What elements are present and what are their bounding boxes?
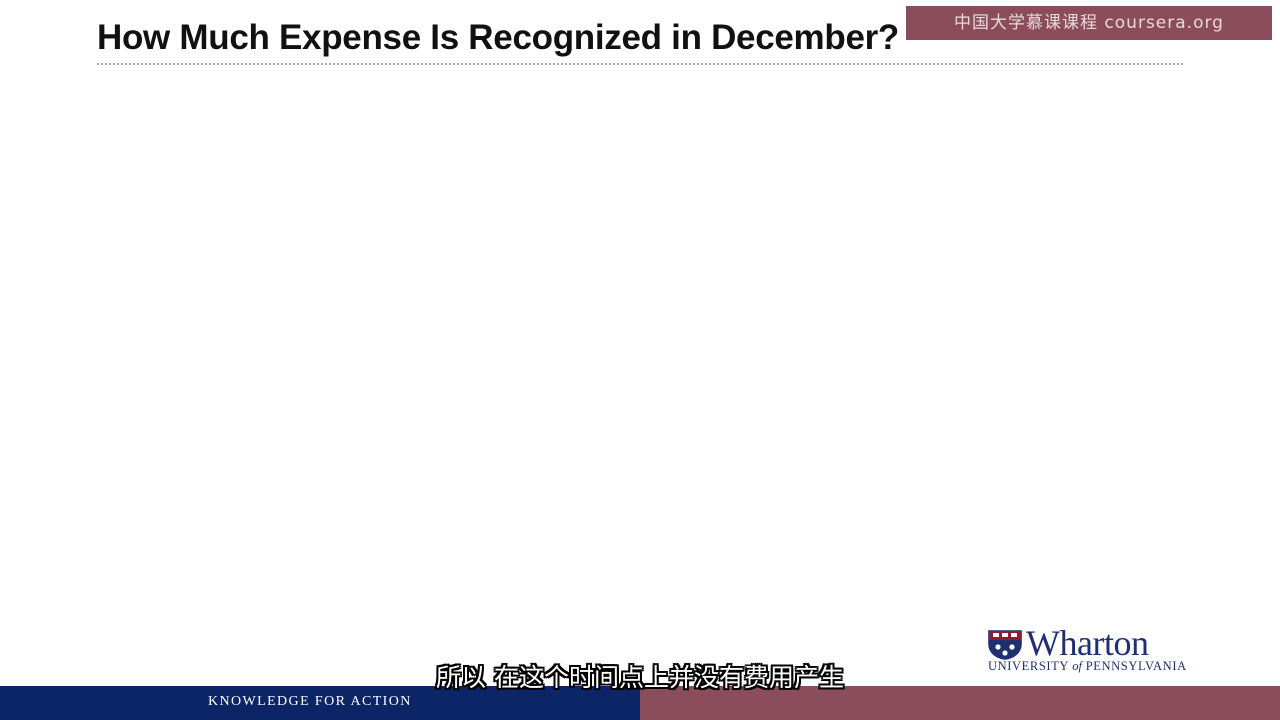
slide-title: How Much Expense Is Recognized in Decemb… [97, 18, 899, 58]
penn-shield-icon [988, 630, 1022, 660]
title-divider [97, 63, 1183, 65]
video-subtitle: 所以 在这个时间点上并没有费用产生 [0, 658, 1280, 694]
footer-tagline: KNOWLEDGE FOR ACTION [208, 694, 412, 710]
watermark-banner: 中国大学慕课课程 coursera.org [906, 6, 1272, 40]
